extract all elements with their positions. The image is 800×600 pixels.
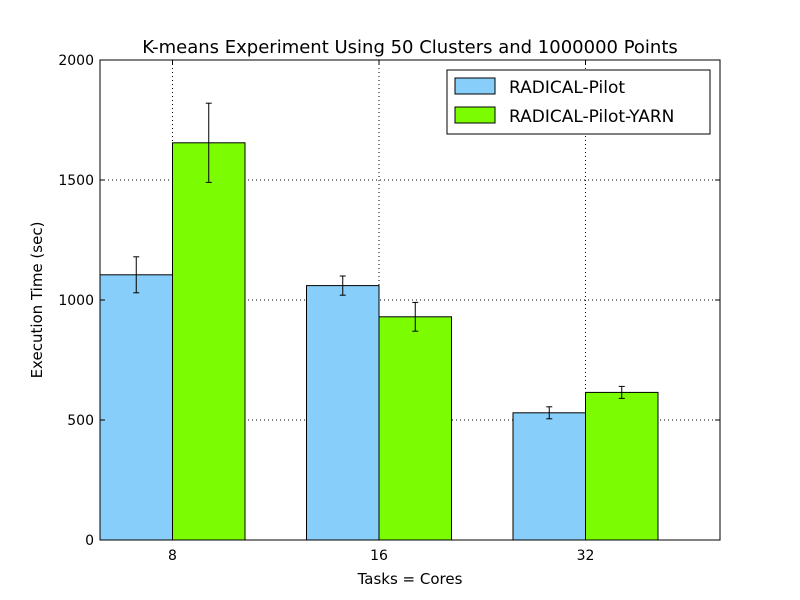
legend-label-radical-pilot-yarn: RADICAL-Pilot-YARN — [509, 107, 674, 127]
y-tick-label: 2000 — [58, 53, 94, 69]
legend-swatch-radical-pilot-yarn — [454, 106, 496, 124]
x-tick-labels: 8 16 32 — [168, 548, 594, 564]
bar-radical-pilot-16 — [306, 285, 380, 541]
x-tick-label: 16 — [370, 548, 388, 564]
y-tick-label: 0 — [85, 533, 94, 549]
axis-ticks — [100, 59, 720, 541]
y-tick-label: 1500 — [58, 173, 94, 189]
legend: RADICAL-Pilot RADICAL-Pilot-YARN — [446, 69, 711, 135]
legend-label-radical-pilot: RADICAL-Pilot — [509, 78, 625, 98]
bar-radical-pilot-yarn-8 — [172, 142, 246, 541]
y-tick-label: 1000 — [58, 293, 94, 309]
y-tick-labels: 0 500 1000 1500 2000 — [58, 53, 94, 549]
bar-radical-pilot-8 — [99, 274, 173, 541]
error-bars — [133, 102, 625, 420]
bar-radical-pilot-32 — [512, 412, 586, 541]
legend-swatch-radical-pilot — [454, 77, 496, 95]
y-tick-label: 500 — [67, 413, 94, 429]
bar-radical-pilot-yarn-16 — [378, 316, 452, 541]
y-axis-label: Execution Time (sec) — [28, 222, 46, 379]
bars — [99, 142, 659, 541]
x-tick-label: 8 — [168, 548, 177, 564]
x-tick-label: 32 — [577, 548, 595, 564]
bar-radical-pilot-yarn-32 — [585, 391, 659, 541]
x-axis-label: Tasks = Cores — [357, 570, 463, 588]
chart-title: K-means Experiment Using 50 Clusters and… — [142, 37, 678, 58]
